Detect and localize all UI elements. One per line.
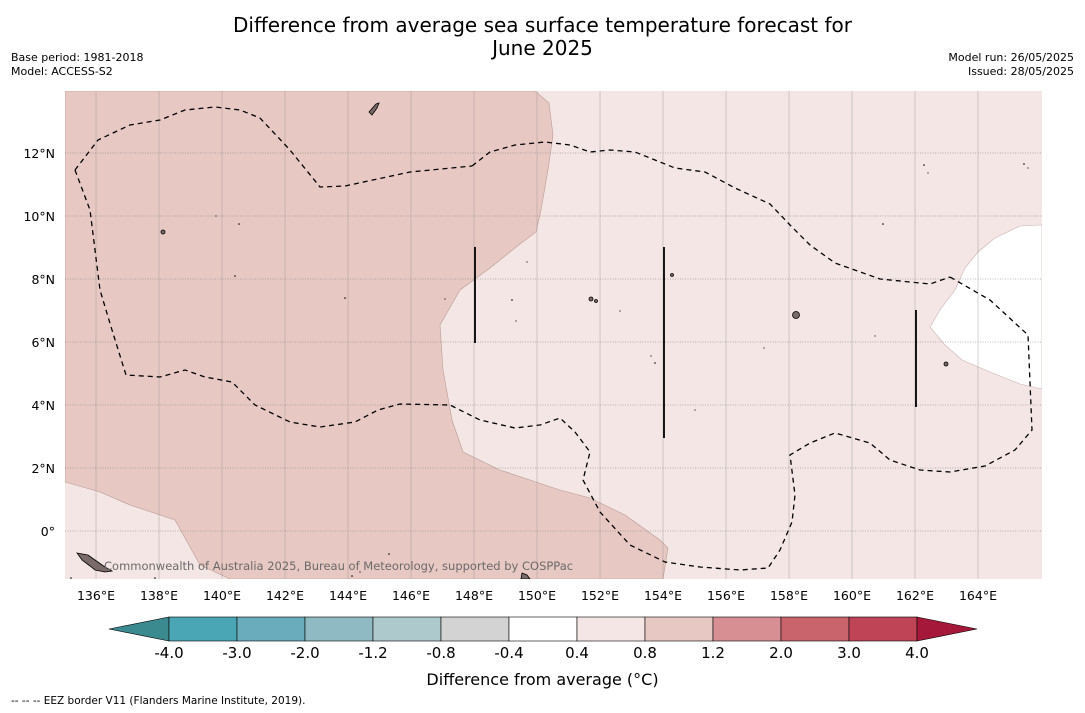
- colorbar-bin-7: [644, 616, 714, 642]
- colorbar-bin-0: [168, 616, 238, 642]
- map-title-line1: Difference from average sea surface temp…: [232, 13, 852, 37]
- cb-tick-5: -0.4: [494, 644, 523, 662]
- colorbar-bin-5: [508, 616, 578, 642]
- island-guam: [368, 102, 380, 116]
- colorbar-high-extend: [916, 616, 978, 642]
- lon-label-152e: 152°E: [581, 588, 619, 603]
- boundary-segments: [474, 247, 917, 438]
- eez-borders: [74, 106, 1033, 571]
- cb-tick-8: 1.2: [701, 644, 725, 662]
- lon-label-136e: 136°E: [77, 588, 115, 603]
- meta-right: Model run: 26/05/2025 Issued: 28/05/2025: [948, 51, 1074, 79]
- lat-labels: 12°N 10°N 8°N 6°N 4°N 2°N 0°: [23, 146, 55, 539]
- colorbar-label: Difference from average (°C): [426, 670, 659, 689]
- lon-label-144e: 144°E: [329, 588, 367, 603]
- watermark: Commonwealth of Australia 2025, Bureau o…: [104, 559, 573, 573]
- eez-footnote: -- -- -- EEZ border V11 (Flanders Marine…: [11, 695, 306, 707]
- cb-tick-1: -3.0: [222, 644, 251, 662]
- islands: [76, 102, 949, 579]
- lat-label-2n: 2°N: [31, 461, 55, 476]
- model-run: Model run: 26/05/2025: [948, 51, 1074, 64]
- island-new-guinea: [76, 552, 114, 573]
- map-title: Difference from average sea surface temp…: [0, 14, 1085, 60]
- colorbar-ticks: -4.0 -3.0 -2.0 -1.2 -0.8 -0.4 0.4 0.8 1.…: [154, 644, 929, 662]
- lon-label-156e: 156°E: [707, 588, 745, 603]
- lon-label-150e: 150°E: [518, 588, 556, 603]
- cb-tick-10: 3.0: [837, 644, 861, 662]
- model-name: Model: ACCESS-S2: [11, 65, 113, 78]
- cb-tick-6: 0.4: [565, 644, 589, 662]
- colorbar-bin-8: [712, 616, 782, 642]
- cb-tick-11: 4.0: [905, 644, 929, 662]
- colorbar-bin-9: [780, 616, 850, 642]
- lon-label-148e: 148°E: [455, 588, 493, 603]
- cb-tick-4: -0.8: [426, 644, 455, 662]
- colorbar-bin-1: [236, 616, 306, 642]
- lon-label-162e: 162°E: [896, 588, 934, 603]
- colorbar-bin-4: [440, 616, 510, 642]
- cb-tick-0: -4.0: [154, 644, 183, 662]
- island-atoll-a: [670, 273, 674, 277]
- cb-tick-9: 2.0: [769, 644, 793, 662]
- map-title-line2: June 2025: [492, 36, 593, 60]
- cb-tick-7: 0.8: [633, 644, 657, 662]
- base-period: Base period: 1981-2018: [11, 51, 144, 64]
- parallel-lines: [65, 152, 1042, 532]
- island-manus: [520, 572, 531, 579]
- colorbar-bin-2: [304, 616, 374, 642]
- map-plot-area: Commonwealth of Australia 2025, Bureau o…: [65, 91, 1042, 579]
- cb-tick-2: -2.0: [290, 644, 319, 662]
- meta-left: Base period: 1981-2018 Model: ACCESS-S2: [11, 51, 143, 79]
- island-yap: [160, 229, 166, 235]
- lat-label-10n: 10°N: [23, 209, 55, 224]
- island-chuuk: [588, 296, 594, 302]
- colorbar-bin-6: [576, 616, 646, 642]
- island-atoll-b: [594, 299, 598, 303]
- small-islets: [70, 163, 1029, 579]
- colorbar-bin-3: [372, 616, 442, 642]
- lat-label-4n: 4°N: [31, 398, 55, 413]
- cb-tick-3: -1.2: [358, 644, 387, 662]
- lat-label-0: 0°: [41, 524, 55, 539]
- lon-label-160e: 160°E: [833, 588, 871, 603]
- island-pohnpei: [792, 311, 800, 319]
- issued-date: Issued: 28/05/2025: [967, 65, 1074, 78]
- lat-label-12n: 12°N: [23, 146, 55, 161]
- lat-label-6n: 6°N: [31, 335, 55, 350]
- lat-label-8n: 8°N: [31, 272, 55, 287]
- lon-label-154e: 154°E: [644, 588, 682, 603]
- lon-label-164e: 164°E: [959, 588, 997, 603]
- lon-label-138e: 138°E: [140, 588, 178, 603]
- lon-label-158e: 158°E: [770, 588, 808, 603]
- anomaly-region-neutral: [929, 224, 1042, 390]
- lon-label-146e: 146°E: [392, 588, 430, 603]
- lon-label-142e: 142°E: [266, 588, 304, 603]
- colorbar-low-extend: [108, 616, 170, 642]
- lon-labels: 136°E 138°E 140°E 142°E 144°E 146°E 148°…: [77, 588, 997, 603]
- colorbar-bin-10: [848, 616, 918, 642]
- anomaly-region-0p8-1p2: [65, 91, 669, 579]
- lon-label-140e: 140°E: [203, 588, 241, 603]
- island-kosrae: [943, 361, 949, 367]
- colorbar: [108, 616, 978, 642]
